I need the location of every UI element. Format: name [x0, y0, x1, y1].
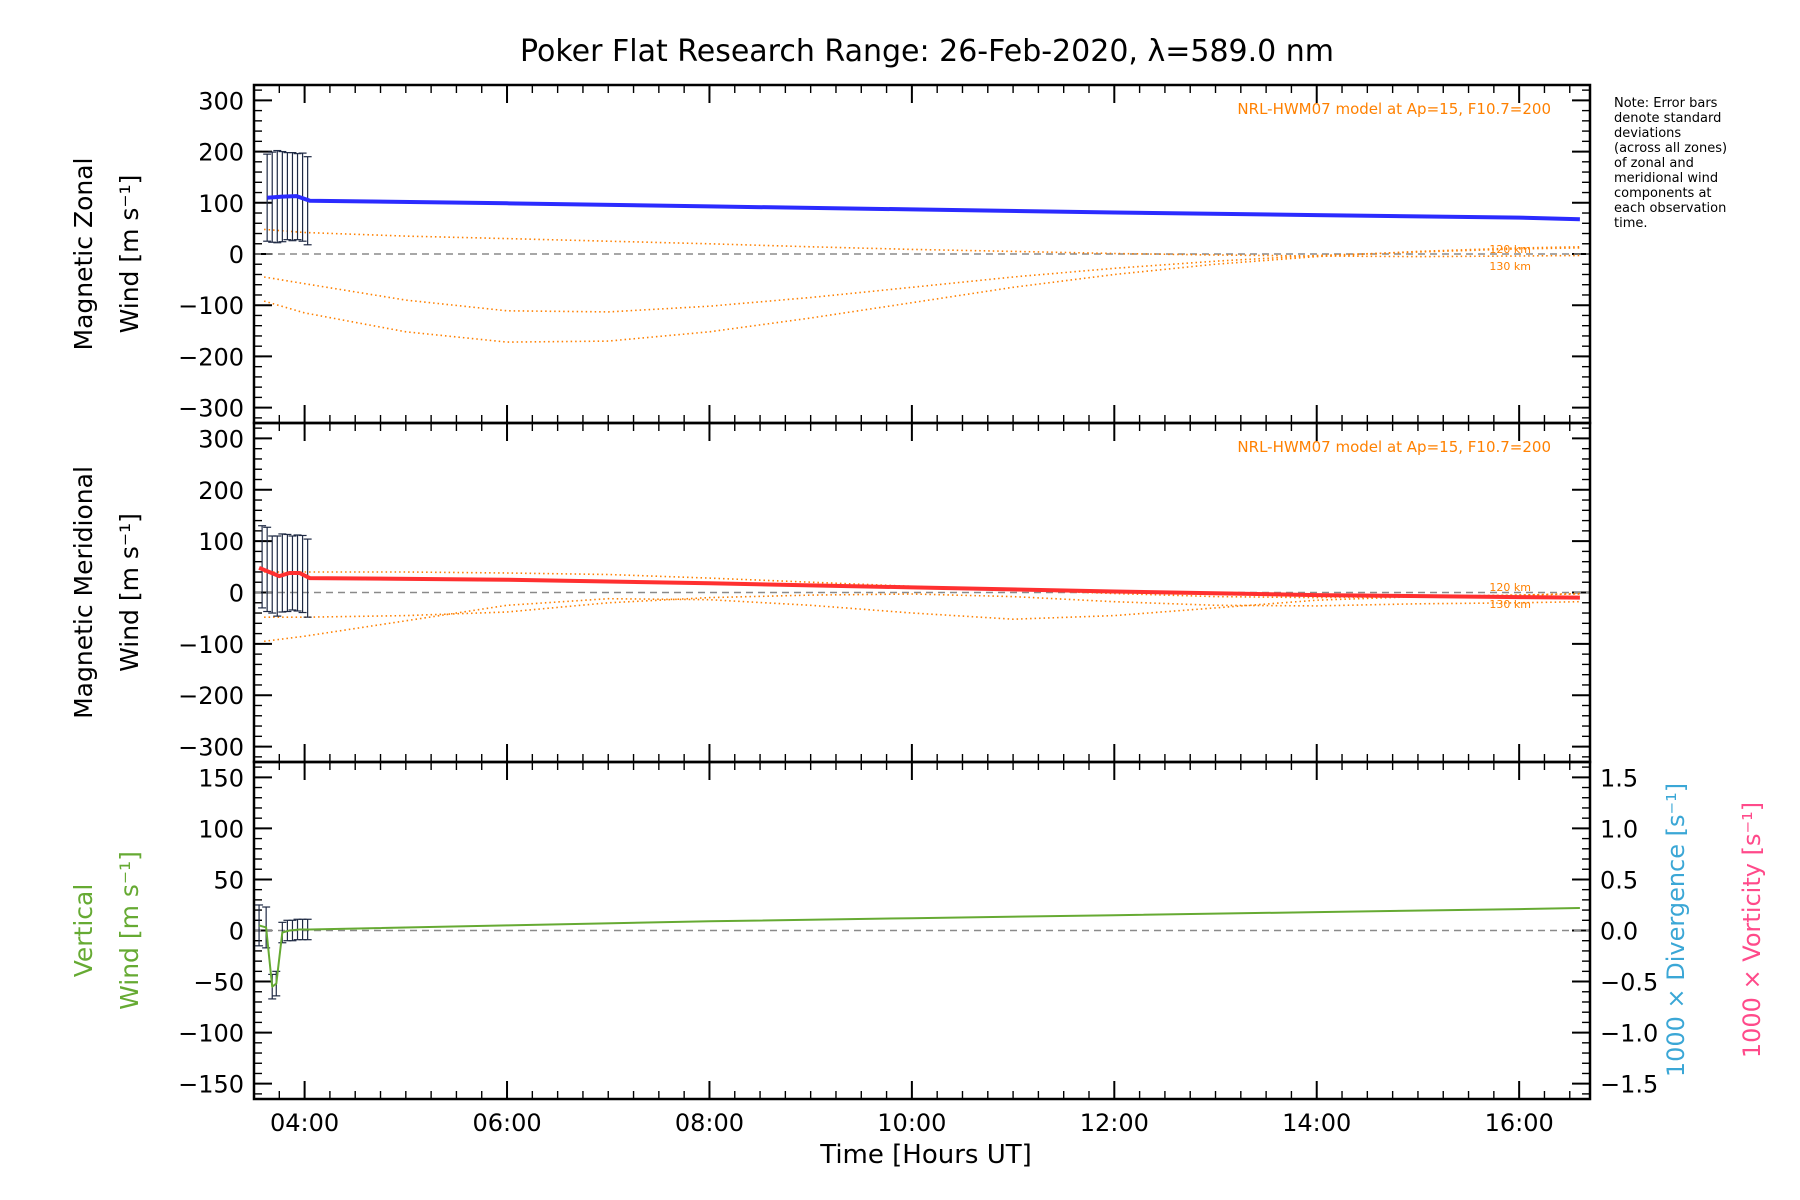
x-tick-label: 16:00	[1485, 1109, 1554, 1137]
right-tick-label: 1.0	[1600, 815, 1638, 843]
y-tick-label: −100	[178, 292, 244, 320]
right-axis-title: 1000 × Vorticity [s⁻¹]	[1738, 802, 1766, 1058]
x-tick-label: 10:00	[877, 1109, 946, 1137]
right-axis-title: 1000 × Divergence [s⁻¹]	[1662, 783, 1690, 1077]
x-tick-label: 08:00	[675, 1109, 744, 1137]
panel-frame	[252, 421, 1592, 764]
y-tick-label: 200	[198, 477, 244, 505]
measured-series-line	[258, 565, 1580, 600]
y-tick-label: −200	[178, 343, 244, 371]
altitude-label: 120 km	[1489, 581, 1531, 594]
zonal-panel: 300 200 100 0 −100 −200 −300 NRL-HWM07 model at…	[69, 83, 1592, 425]
y-axis-title: Wind [m s⁻¹]	[115, 175, 144, 334]
panel-frame	[252, 83, 1592, 425]
y-tick-label: −100	[178, 631, 244, 659]
y-tick-label: −200	[178, 682, 244, 710]
vertical-panel: 150 100 50 0 −50 −100 −150 1.5 1.0 0.5 0.0 −0.5 −1.0…	[69, 760, 1766, 1101]
note-line: of zonal and	[1614, 156, 1694, 171]
right-tick-label: 0.5	[1600, 866, 1638, 894]
y-tick-label: 200	[198, 139, 244, 167]
model-curve	[263, 247, 1580, 313]
note-line: each observation	[1614, 201, 1726, 216]
right-tick-label: −0.5	[1600, 969, 1658, 997]
measured-series-line	[267, 194, 1580, 222]
y-tick-label: 0	[229, 580, 244, 608]
note-line: components at	[1614, 186, 1712, 201]
y-tick-label: −300	[178, 395, 244, 423]
altitude-label: 130 km	[1489, 598, 1531, 611]
y-tick-label: 0	[229, 918, 244, 946]
meridional-panel: 300 200 100 0 −100 −200 −300 NRL-HWM07 model at…	[69, 421, 1592, 764]
y-axis-title: Wind [m s⁻¹]	[115, 513, 144, 672]
x-tick-label: 14:00	[1282, 1109, 1351, 1137]
right-tick-label: −1.0	[1600, 1020, 1658, 1048]
y-axis-title: Wind [m s⁻¹]	[115, 851, 144, 1010]
x-tick-label: 06:00	[472, 1109, 541, 1137]
panel-frame	[252, 760, 1592, 1101]
x-axis-label: Time [Hours UT]	[819, 1140, 1032, 1170]
chart-title: Poker Flat Research Range: 26-Feb-2020, …	[520, 34, 1334, 69]
altitude-label: 130 km	[1489, 260, 1531, 273]
y-tick-label: 150	[198, 764, 244, 792]
right-tick-label: 0.0	[1600, 918, 1638, 946]
note-text: Note: Error bars denote standard deviati…	[1614, 96, 1727, 231]
y-axis-title: Magnetic Zonal	[69, 158, 98, 351]
model-label: NRL-HWM07 model at Ap=15, F10.7=200	[1237, 100, 1551, 118]
y-tick-label: −300	[178, 734, 244, 762]
y-tick-label: 0	[229, 241, 244, 269]
measured-series-line	[258, 907, 1580, 988]
y-tick-label: −50	[193, 969, 244, 997]
note-line: time.	[1614, 216, 1648, 231]
note-line: deviations	[1614, 126, 1681, 141]
x-tick-label: 12:00	[1080, 1109, 1149, 1137]
y-tick-label: 300	[198, 425, 244, 453]
altitude-label: 120 km	[1489, 243, 1531, 256]
model-curve	[264, 593, 1580, 618]
y-tick-label: 100	[198, 190, 244, 218]
model-curve	[263, 246, 1580, 343]
y-tick-label: 100	[198, 815, 244, 843]
model-label: NRL-HWM07 model at Ap=15, F10.7=200	[1237, 438, 1551, 456]
note-line: meridional wind	[1614, 171, 1718, 186]
x-tick-label: 04:00	[270, 1109, 339, 1137]
note-line: Note: Error bars	[1614, 96, 1718, 111]
right-tick-label: 1.5	[1600, 764, 1638, 792]
y-axis-title: Magnetic Meridional	[69, 466, 98, 719]
y-tick-label: 100	[198, 528, 244, 556]
note-line: (across all zones)	[1614, 141, 1727, 156]
note-line: denote standard	[1614, 111, 1721, 126]
y-tick-label: −150	[178, 1071, 244, 1099]
y-tick-label: 300	[198, 87, 244, 115]
model-curve	[264, 228, 1580, 258]
model-curve	[264, 592, 1580, 643]
y-axis-title: Vertical	[69, 884, 98, 978]
y-tick-label: −100	[178, 1020, 244, 1048]
y-tick-label: 50	[213, 866, 244, 894]
right-tick-label: −1.5	[1600, 1071, 1658, 1099]
